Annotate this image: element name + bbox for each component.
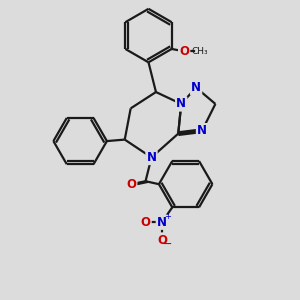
Text: N: N — [191, 81, 201, 94]
Text: O: O — [179, 45, 189, 58]
Text: O: O — [157, 233, 167, 247]
Text: N: N — [197, 124, 207, 137]
Text: N: N — [157, 216, 167, 229]
Text: −: − — [162, 238, 172, 251]
Text: CH₃: CH₃ — [191, 47, 208, 56]
Text: +: + — [164, 212, 171, 221]
Text: O: O — [126, 178, 136, 191]
Text: N: N — [146, 151, 157, 164]
Text: N: N — [176, 98, 186, 110]
Text: O: O — [140, 216, 151, 229]
